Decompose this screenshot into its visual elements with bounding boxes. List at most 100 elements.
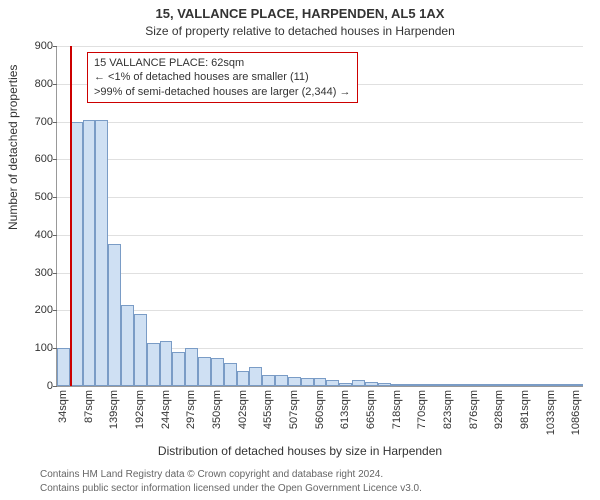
ytick-label: 800 — [35, 78, 53, 90]
xtick-label: 455sqm — [262, 390, 274, 429]
histogram-bar — [211, 358, 224, 386]
histogram-bar — [134, 314, 147, 386]
histogram-bar — [121, 305, 134, 386]
histogram-bar — [468, 384, 481, 386]
xtick-label: 928sqm — [493, 390, 505, 429]
xtick-label: 981sqm — [519, 390, 531, 429]
chart-title: 15, VALLANCE PLACE, HARPENDEN, AL5 1AX — [0, 6, 600, 21]
histogram-bar — [493, 384, 506, 386]
histogram-bar — [378, 383, 391, 386]
ytick-mark — [53, 197, 57, 198]
histogram-bar — [237, 371, 250, 386]
histogram-bar — [570, 384, 583, 386]
xtick-label: 1033sqm — [545, 390, 557, 435]
histogram-bar — [519, 384, 532, 386]
xtick-label: 613sqm — [339, 390, 351, 429]
ytick-label: 0 — [47, 380, 53, 392]
annotation-box: 15 VALLANCE PLACE: 62sqm← <1% of detache… — [87, 52, 358, 103]
x-axis-label: Distribution of detached houses by size … — [0, 444, 600, 458]
histogram-bar — [301, 378, 314, 386]
ytick-mark — [53, 386, 57, 387]
histogram-bar — [198, 357, 211, 386]
annotation-line: >99% of semi-detached houses are larger … — [94, 85, 351, 99]
footer-line-2: Contains public sector information licen… — [40, 483, 422, 494]
xtick-label: 560sqm — [314, 390, 326, 429]
gridline — [57, 235, 583, 236]
xtick-label: 402sqm — [237, 390, 249, 429]
xtick-label: 34sqm — [57, 390, 69, 423]
xtick-label: 507sqm — [288, 390, 300, 429]
ytick-label: 700 — [35, 116, 53, 128]
xtick-label: 350sqm — [211, 390, 223, 429]
histogram-bar — [480, 384, 493, 386]
ytick-mark — [53, 46, 57, 47]
xtick-label: 770sqm — [416, 390, 428, 429]
xtick-label: 87sqm — [83, 390, 95, 423]
histogram-bar — [185, 348, 198, 386]
ytick-label: 100 — [35, 342, 53, 354]
histogram-bar — [224, 363, 237, 386]
histogram-bar — [108, 244, 121, 386]
ytick-mark — [53, 159, 57, 160]
histogram-bar — [147, 343, 160, 386]
y-axis-label: Number of detached properties — [6, 65, 20, 230]
histogram-bar — [275, 375, 288, 386]
xtick-label: 192sqm — [134, 390, 146, 429]
property-marker-line — [70, 46, 72, 386]
histogram-bar — [160, 341, 173, 386]
ytick-mark — [53, 310, 57, 311]
histogram-bar — [429, 384, 442, 386]
gridline — [57, 159, 583, 160]
gridline — [57, 46, 583, 47]
histogram-bar — [391, 384, 404, 386]
ytick-label: 200 — [35, 304, 53, 316]
ytick-mark — [53, 273, 57, 274]
xtick-label: 1086sqm — [570, 390, 582, 435]
gridline — [57, 273, 583, 274]
xtick-label: 244sqm — [160, 390, 172, 429]
histogram-bar — [249, 367, 262, 386]
ytick-mark — [53, 122, 57, 123]
ytick-mark — [53, 235, 57, 236]
histogram-bar — [326, 380, 339, 386]
histogram-bar — [455, 384, 468, 386]
xtick-label: 665sqm — [365, 390, 377, 429]
histogram-bar — [557, 384, 570, 386]
histogram-bar — [506, 384, 519, 386]
xtick-label: 139sqm — [108, 390, 120, 429]
histogram-bar — [545, 384, 558, 386]
chart-container: 15, VALLANCE PLACE, HARPENDEN, AL5 1AX S… — [0, 0, 600, 500]
ytick-label: 600 — [35, 153, 53, 165]
histogram-bar — [314, 378, 327, 386]
histogram-bar — [416, 384, 429, 386]
histogram-bar — [95, 120, 108, 386]
xtick-label: 876sqm — [468, 390, 480, 429]
histogram-bar — [288, 377, 301, 386]
histogram-bar — [532, 384, 545, 386]
histogram-bar — [365, 382, 378, 386]
ytick-label: 900 — [35, 40, 53, 52]
gridline — [57, 310, 583, 311]
footer-line-1: Contains HM Land Registry data © Crown c… — [40, 469, 383, 480]
ytick-mark — [53, 84, 57, 85]
xtick-label: 718sqm — [391, 390, 403, 429]
annotation-line: ← <1% of detached houses are smaller (11… — [94, 70, 351, 84]
histogram-bar — [403, 384, 416, 386]
histogram-bar — [352, 380, 365, 386]
xtick-label: 297sqm — [185, 390, 197, 429]
histogram-bar — [262, 375, 275, 386]
histogram-bar — [57, 348, 70, 386]
histogram-bar — [339, 383, 352, 386]
histogram-bar — [83, 120, 96, 386]
xtick-label: 823sqm — [442, 390, 454, 429]
histogram-bar — [442, 384, 455, 386]
annotation-line: 15 VALLANCE PLACE: 62sqm — [94, 56, 351, 70]
histogram-bar — [172, 352, 185, 386]
ytick-label: 400 — [35, 229, 53, 241]
ytick-label: 500 — [35, 191, 53, 203]
ytick-label: 300 — [35, 267, 53, 279]
plot-area: 010020030040050060070080090034sqm87sqm13… — [56, 46, 583, 387]
gridline — [57, 197, 583, 198]
chart-subtitle: Size of property relative to detached ho… — [0, 24, 600, 38]
gridline — [57, 122, 583, 123]
